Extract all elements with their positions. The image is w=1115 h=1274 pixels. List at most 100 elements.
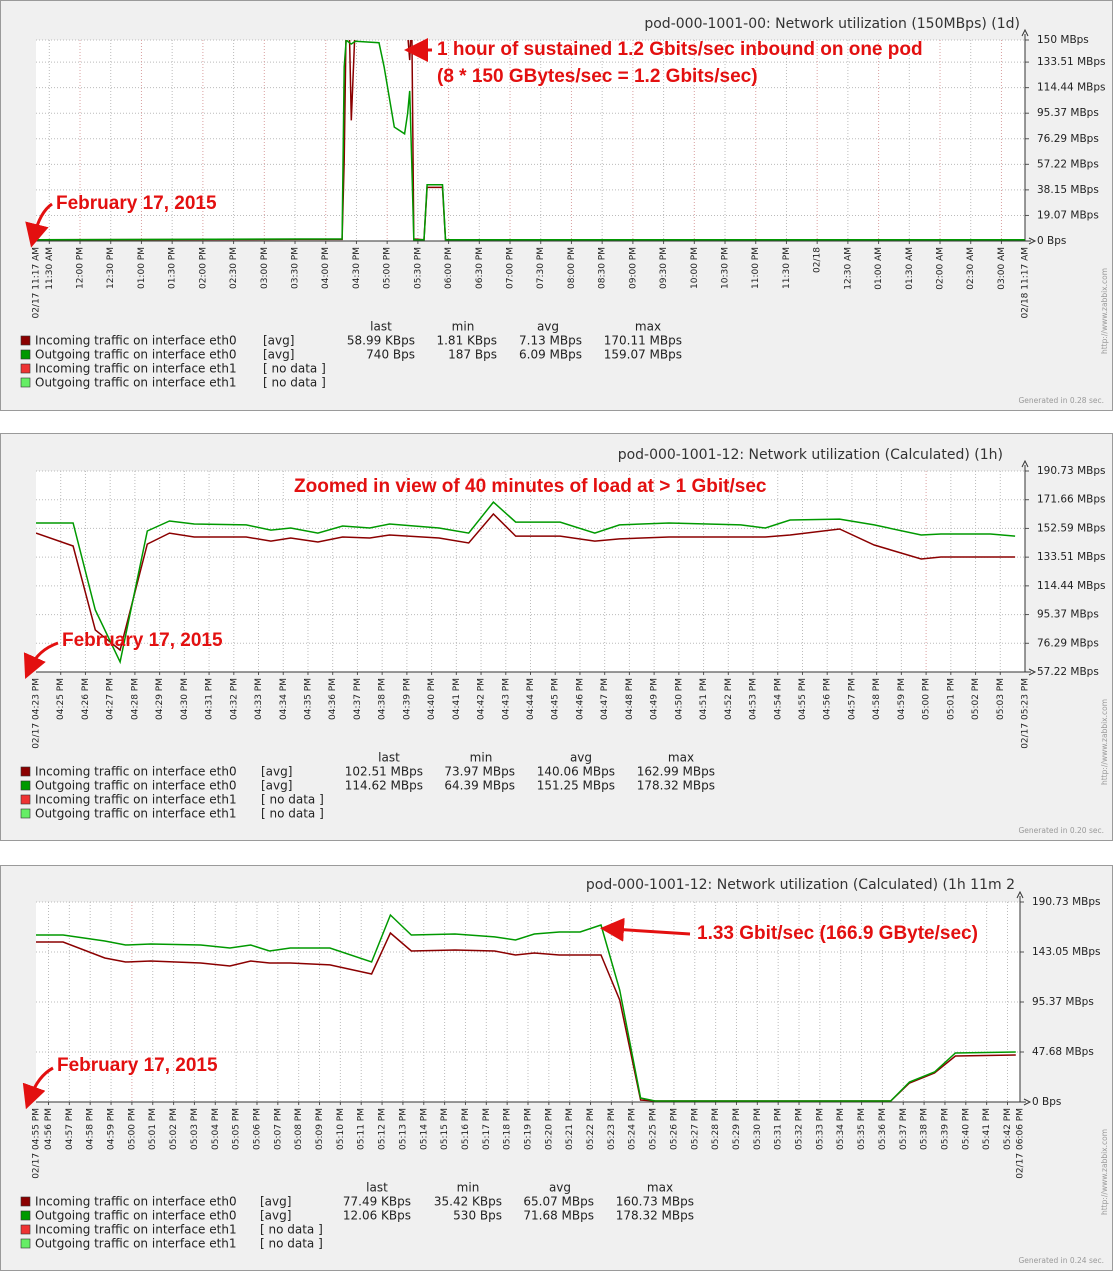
legend-func: [avg]	[261, 779, 292, 793]
x-tick-label: 05:01 PM	[946, 678, 956, 720]
y-tick-label: 95.37 MBps	[1037, 609, 1099, 621]
x-tick-label: 05:18 PM	[503, 1108, 513, 1150]
annotation-arrow	[22, 1066, 54, 1110]
chart-title: pod-000-1001-00: Network utilization (15…	[644, 16, 1020, 32]
legend-swatch	[20, 808, 31, 819]
legend-stat: 71.68 MBps	[523, 1209, 594, 1223]
legend-stat: 159.07 MBps	[604, 348, 682, 362]
x-tick-label: 04:58 PM	[86, 1108, 96, 1150]
x-tick-label: 04:31 PM	[205, 678, 215, 720]
x-tick-label: 04:37 PM	[353, 678, 363, 720]
annotation: 1 hour of sustained 1.2 Gbits/sec inboun…	[437, 39, 923, 60]
legend-header: avg	[537, 320, 559, 334]
y-tick-label: 133.51 MBps	[1037, 56, 1105, 68]
y-tick-label: 114.44 MBps	[1037, 580, 1105, 592]
x-tick-label: 04:53 PM	[749, 678, 759, 720]
legend-stat: 151.25 MBps	[537, 779, 615, 793]
chart-title: pod-000-1001-12: Network utilization (Ca…	[586, 877, 1015, 893]
watermark: http://www.zabbix.com	[1100, 268, 1109, 354]
x-tick-label: 08:00 PM	[567, 247, 577, 289]
x-tick-label: 01:30 AM	[905, 247, 915, 290]
x-tick-label: 04:25 PM	[56, 678, 66, 720]
y-tick-label: 19.07 MBps	[1037, 209, 1099, 221]
x-end-label: 02/17 05:23 PM	[1021, 678, 1031, 749]
x-tick-label: 04:28 PM	[130, 678, 140, 720]
y-tick-label: 0 Bps	[1037, 235, 1066, 247]
x-tick-label: 05:37 PM	[899, 1108, 909, 1150]
x-tick-label: 05:23 PM	[607, 1108, 617, 1150]
x-tick-label: 04:56 PM	[44, 1108, 54, 1150]
x-tick-label: 02:00 PM	[198, 247, 208, 289]
x-tick-label: 05:32 PM	[795, 1108, 805, 1150]
legend-func: [avg]	[263, 348, 294, 362]
x-tick-label: 04:52 PM	[724, 678, 734, 720]
legend-header: max	[668, 751, 694, 765]
legend-header: last	[378, 751, 400, 765]
y-tick-label: 76.29 MBps	[1037, 133, 1099, 145]
x-tick-label: 05:06 PM	[252, 1108, 262, 1150]
x-tick-label: 05:00 PM	[922, 678, 932, 720]
legend-header: min	[470, 751, 493, 765]
x-tick-label: 05:26 PM	[669, 1108, 679, 1150]
legend-swatch	[20, 335, 31, 346]
x-tick-label: 05:34 PM	[836, 1108, 846, 1150]
x-tick-label: 05:39 PM	[940, 1108, 950, 1150]
x-tick-label: 04:49 PM	[650, 678, 660, 720]
x-tick-label: 04:27 PM	[106, 678, 116, 720]
legend-swatch	[20, 766, 31, 777]
x-tick-label: 04:29 PM	[155, 678, 165, 720]
plot-area	[36, 40, 1025, 241]
x-tick-label: 09:30 PM	[659, 247, 669, 289]
series-line	[36, 40, 1025, 241]
annotation: February 17, 2015	[56, 193, 217, 214]
x-tick-label: 05:35 PM	[857, 1108, 867, 1150]
x-tick-label: 03:00 PM	[260, 247, 270, 289]
legend-label: Outgoing traffic on interface eth0	[35, 779, 237, 793]
y-tick-label: 95.37 MBps	[1032, 996, 1094, 1008]
x-tick-label: 05:22 PM	[586, 1108, 596, 1150]
x-tick-label: 08:30 PM	[598, 247, 608, 289]
annotation: Zoomed in view of 40 minutes of load at …	[294, 476, 767, 497]
legend-swatch	[20, 1196, 31, 1207]
x-tick-label: 05:10 PM	[336, 1108, 346, 1150]
x-tick-label: 05:29 PM	[732, 1108, 742, 1150]
legend-stat: 102.51 MBps	[345, 765, 423, 779]
legend-label: Incoming traffic on interface eth1	[35, 362, 237, 376]
x-tick-label: 05:09 PM	[315, 1108, 325, 1150]
x-tick-label: 04:59 PM	[107, 1108, 117, 1150]
legend-func: [ no data ]	[260, 1223, 323, 1237]
x-tick-label: 02:00 AM	[936, 247, 946, 290]
x-tick-label: 05:31 PM	[774, 1108, 784, 1150]
legend-func: [avg]	[261, 765, 292, 779]
legend-label: Outgoing traffic on interface eth1	[35, 807, 237, 821]
x-tick-label: 05:42 PM	[1003, 1108, 1013, 1150]
legend-label: Outgoing traffic on interface eth0	[35, 348, 237, 362]
x-tick-label: 05:15 PM	[440, 1108, 450, 1150]
x-tick-label: 04:43 PM	[501, 678, 511, 720]
x-tick-label: 05:03 PM	[996, 678, 1006, 720]
axis-arrow	[1021, 459, 1029, 468]
x-tick-label: 11:30 PM	[782, 247, 792, 289]
axis-arrow	[1023, 1098, 1032, 1106]
x-tick-label: 07:00 PM	[506, 247, 516, 289]
x-tick-label: 04:38 PM	[378, 678, 388, 720]
x-tick-label: 05:14 PM	[419, 1108, 429, 1150]
x-tick-label: 05:40 PM	[961, 1108, 971, 1150]
legend-header: max	[647, 1181, 673, 1195]
legend-header: last	[366, 1181, 388, 1195]
legend-stat: 7.13 MBps	[519, 334, 582, 348]
legend-header: avg	[570, 751, 592, 765]
legend-label: Incoming traffic on interface eth1	[35, 1223, 237, 1237]
legend-stat: 58.99 KBps	[347, 334, 415, 348]
y-tick-label: 38.15 MBps	[1037, 184, 1099, 196]
x-tick-label: 05:16 PM	[461, 1108, 471, 1150]
x-tick-label: 12:30 AM	[843, 247, 853, 290]
legend-header: last	[370, 320, 392, 334]
x-tick-label: 05:30 PM	[753, 1108, 763, 1150]
x-tick-label: 05:12 PM	[378, 1108, 388, 1150]
x-tick-label: 05:05 PM	[232, 1108, 242, 1150]
annotation-arrow	[23, 641, 59, 679]
x-tick-label: 03:30 PM	[291, 247, 301, 289]
y-tick-label: 76.29 MBps	[1037, 637, 1099, 649]
x-tick-label: 10:30 PM	[721, 247, 731, 289]
